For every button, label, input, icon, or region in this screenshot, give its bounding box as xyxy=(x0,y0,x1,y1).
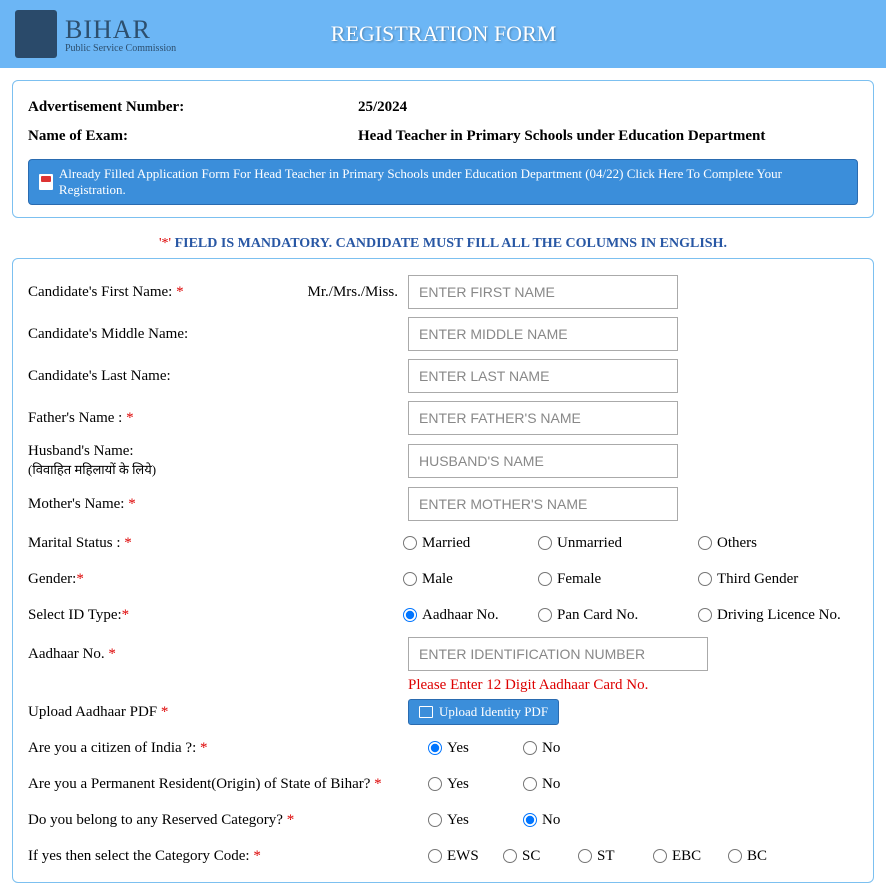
mother-name-label: Mother's Name: * xyxy=(28,496,288,513)
aadhaar-hint: Please Enter 12 Digit Aadhaar Card No. xyxy=(408,677,858,694)
pdf-icon xyxy=(39,174,53,190)
idtype-pan-radio[interactable] xyxy=(538,608,552,622)
gender-third-label: Third Gender xyxy=(717,571,798,588)
resident-no-label: No xyxy=(542,776,560,793)
cat-ebc-label: EBC xyxy=(672,848,701,865)
cat-ews-label: EWS xyxy=(447,848,479,865)
form-container: Candidate's First Name: * Mr./Mrs./Miss.… xyxy=(12,258,874,883)
header-bar: BIHAR Public Service Commission REGISTRA… xyxy=(0,0,886,68)
logo-section: BIHAR Public Service Commission xyxy=(15,10,176,58)
upload-icon xyxy=(419,706,433,718)
page-title: REGISTRATION FORM xyxy=(176,21,871,47)
citizen-yes-radio[interactable] xyxy=(428,741,442,755)
adv-number-label: Advertisement Number: xyxy=(28,99,358,116)
citizen-yes-label: Yes xyxy=(447,740,469,757)
resident-no-radio[interactable] xyxy=(523,777,537,791)
org-subtitle: Public Service Commission xyxy=(65,43,176,54)
gender-male-radio[interactable] xyxy=(403,572,417,586)
exam-name-label: Name of Exam: xyxy=(28,128,358,145)
idtype-aadhaar-label: Aadhaar No. xyxy=(422,607,499,624)
gender-female-radio[interactable] xyxy=(538,572,552,586)
marital-married-label: Married xyxy=(422,535,470,552)
middle-name-input[interactable] xyxy=(408,317,678,351)
adv-number-value: 25/2024 xyxy=(358,99,407,116)
cat-bc-label: BC xyxy=(747,848,767,865)
middle-name-label: Candidate's Middle Name: xyxy=(28,326,288,343)
aadhaar-label: Aadhaar No. * xyxy=(28,646,288,663)
marital-unmarried-radio[interactable] xyxy=(538,536,552,550)
first-name-input[interactable] xyxy=(408,275,678,309)
resident-yes-label: Yes xyxy=(447,776,469,793)
info-box: Advertisement Number: 25/2024 Name of Ex… xyxy=(12,80,874,218)
reserved-label: Do you belong to any Reserved Category? … xyxy=(28,812,408,829)
reserved-yes-radio[interactable] xyxy=(428,813,442,827)
cat-st-radio[interactable] xyxy=(578,849,592,863)
cat-sc-radio[interactable] xyxy=(503,849,517,863)
alert-text: Already Filled Application Form For Head… xyxy=(59,166,847,198)
idtype-dl-radio[interactable] xyxy=(698,608,712,622)
upload-label: Upload Aadhaar PDF * xyxy=(28,704,288,721)
idtype-dl-label: Driving Licence No. xyxy=(717,607,841,624)
category-label: If yes then select the Category Code: * xyxy=(28,848,408,865)
marital-unmarried-label: Unmarried xyxy=(557,535,622,552)
reserved-no-radio[interactable] xyxy=(523,813,537,827)
aadhaar-input[interactable] xyxy=(408,637,708,671)
emblem-icon xyxy=(15,10,57,58)
citizen-no-label: No xyxy=(542,740,560,757)
exam-name-value: Head Teacher in Primary Schools under Ed… xyxy=(358,128,765,145)
resident-label: Are you a Permanent Resident(Origin) of … xyxy=(28,776,408,793)
idtype-aadhaar-radio[interactable] xyxy=(403,608,417,622)
father-name-input[interactable] xyxy=(408,401,678,435)
father-name-label: Father's Name : * xyxy=(28,410,288,427)
gender-female-label: Female xyxy=(557,571,601,588)
last-name-input[interactable] xyxy=(408,359,678,393)
reserved-no-label: No xyxy=(542,812,560,829)
cat-bc-radio[interactable] xyxy=(728,849,742,863)
marital-married-radio[interactable] xyxy=(403,536,417,550)
gender-label: Gender:* xyxy=(28,571,285,588)
marital-others-label: Others xyxy=(717,535,757,552)
mandatory-notice: '*' FIELD IS MANDATORY. CANDIDATE MUST F… xyxy=(0,230,886,258)
cat-st-label: ST xyxy=(597,848,615,865)
name-prefix: Mr./Mrs./Miss. xyxy=(288,284,408,301)
idtype-label: Select ID Type:* xyxy=(28,607,285,624)
gender-third-radio[interactable] xyxy=(698,572,712,586)
husband-name-label: Husband's Name: (विवाहित महिलायों के लिय… xyxy=(28,443,288,479)
org-name: BIHAR xyxy=(65,15,176,45)
first-name-label: Candidate's First Name: * xyxy=(28,284,288,301)
husband-name-input[interactable] xyxy=(408,444,678,478)
reserved-yes-label: Yes xyxy=(447,812,469,829)
citizen-label: Are you a citizen of India ?: * xyxy=(28,740,288,757)
upload-identity-button[interactable]: Upload Identity PDF xyxy=(408,699,559,725)
marital-status-label: Marital Status : * xyxy=(28,535,285,552)
existing-application-alert[interactable]: Already Filled Application Form For Head… xyxy=(28,159,858,205)
mother-name-input[interactable] xyxy=(408,487,678,521)
idtype-pan-label: Pan Card No. xyxy=(557,607,638,624)
citizen-no-radio[interactable] xyxy=(523,741,537,755)
marital-others-radio[interactable] xyxy=(698,536,712,550)
resident-yes-radio[interactable] xyxy=(428,777,442,791)
cat-ews-radio[interactable] xyxy=(428,849,442,863)
cat-sc-label: SC xyxy=(522,848,540,865)
cat-ebc-radio[interactable] xyxy=(653,849,667,863)
last-name-label: Candidate's Last Name: xyxy=(28,368,288,385)
gender-male-label: Male xyxy=(422,571,453,588)
